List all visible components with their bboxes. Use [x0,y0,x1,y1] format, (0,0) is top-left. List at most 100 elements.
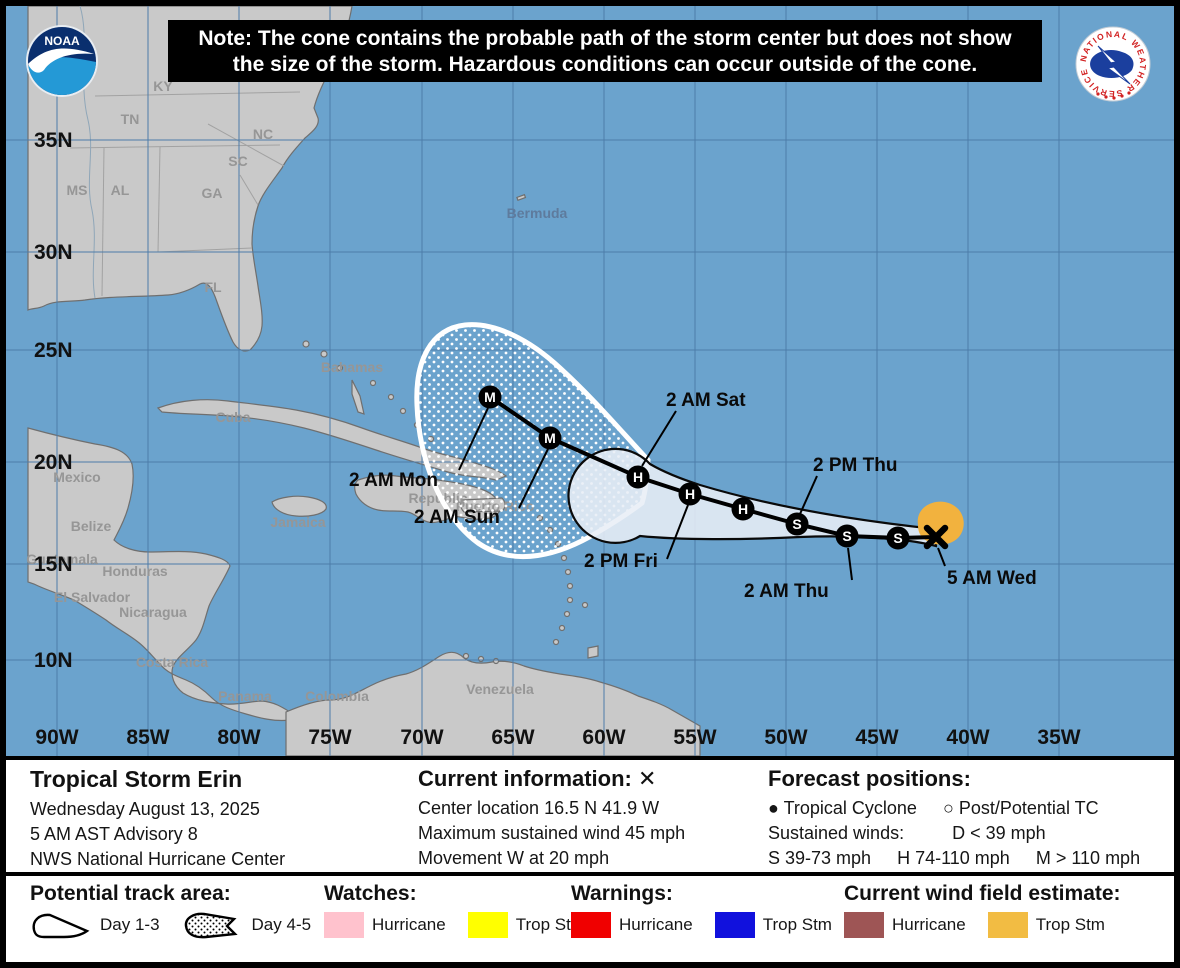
forecast-positions-legend: Forecast positions: ● Tropical Cyclone ○… [768,764,1168,871]
forecast-point-symbol: H [685,486,695,502]
svg-text:55W: 55W [673,726,716,749]
place-label-bahamas: Bahamas [321,359,383,375]
graticule [6,6,1174,756]
day45-cone-icon [184,912,238,939]
forecast-point-symbol: M [544,430,556,446]
place-label-sc: SC [228,153,247,169]
tropstm-watch-label: Trop Stm [515,915,585,934]
svg-text:40W: 40W [946,726,989,749]
bermuda-island [516,193,527,202]
svg-text:45W: 45W [855,726,898,749]
legend-panel: Potential track area: Day 1-3 Day 4-5 Wa… [6,876,1174,962]
svg-text:60W: 60W [582,726,625,749]
svg-text:90W: 90W [35,726,78,749]
note-line1: Note: The cone contains the probable pat… [198,27,1012,50]
place-label-belize: Belize [71,518,112,534]
hurricane-warning-swatch [571,912,611,938]
time-labels: 5 AM Wed 2 AM Thu 2 PM Thu 2 PM Fri 2 AM… [349,390,1037,602]
place-label-ga: GA [202,185,223,201]
storm-advisory: 5 AM AST Advisory 8 [30,824,198,844]
wind-category-s: S 39-73 mph [768,848,872,868]
forecast-point-symbol: S [842,528,851,544]
place-label-mexico: Mexico [53,469,100,485]
svg-text:35W: 35W [1037,726,1080,749]
central-america-landmass [27,427,291,722]
forecast-map: KY TN NC SC MS AL GA FL Bermuda Bahamas … [6,5,1174,757]
storm-summary: Tropical Storm Erin Wednesday August 13,… [30,764,410,872]
sustained-winds-label: Sustained winds: [768,823,905,843]
place-label-panama: Panama [218,688,272,704]
place-label-venezuela: Venezuela [466,681,534,697]
state-borders [69,5,301,299]
note-line2: the size of the storm. Hazardous conditi… [233,53,977,76]
svg-text:50W: 50W [764,726,807,749]
forecast-points: S S S H H H M M [478,385,910,550]
current-information: Current information: ✕ Center location 1… [418,764,763,871]
legend-track-area-title: Potential track area: [30,882,231,905]
legend-track-area: Potential track area: Day 1-3 Day 4-5 [30,880,325,942]
current-location: Center location 16.5 N 41.9 W [418,798,660,818]
legend-watches-title: Watches: [324,882,417,905]
note-box: Note: The cone contains the probable pat… [168,20,1042,82]
current-info-title: Current information: [418,766,632,791]
place-label-ms: MS [67,182,88,198]
place-label-guatemala: Guatemala [26,551,98,567]
svg-text:80W: 80W [217,726,260,749]
latitude-labels: 35N 30N 25N 20N 15N 10N [34,129,73,672]
forecast-point-symbol: S [893,530,902,546]
svg-text:30N: 30N [34,241,73,264]
day13-label: Day 1-3 [100,915,160,934]
svg-text:70W: 70W [400,726,443,749]
place-label-nc: NC [253,126,273,142]
legend-watches: Watches: Hurricane Trop Stm [324,880,599,942]
time-label: 2 AM Sun [414,507,500,528]
legend-windfield: Current wind field estimate: Hurricane T… [844,880,1121,942]
day45-label: Day 4-5 [251,915,312,934]
time-label: 2 AM Thu [744,581,829,602]
place-label-tn: TN [121,111,140,127]
hurricane-watch-swatch [324,912,364,938]
time-label: 2 PM Thu [813,455,897,476]
post-potential-circle-icon: ○ [942,798,954,818]
noaa-logo-text: NOAA [44,34,80,48]
longitude-labels: 90W 85W 80W 75W 70W 65W 60W 55W 50W 45W … [35,726,1080,749]
time-label-current: 5 AM Wed [947,568,1037,589]
hurricane-warning-label: Hurricane [619,915,693,934]
legend-warnings: Warnings: Hurricane Trop Stm [571,880,846,942]
svg-text:10N: 10N [34,649,73,672]
tropstm-windfield-label: Trop Stm [1035,915,1105,934]
place-label-el-salvador: El Salvador [54,589,131,605]
hurricane-watch-label: Hurricane [372,915,446,934]
forecast-point-symbol: H [633,469,643,485]
current-movement: Movement W at 20 mph [418,848,610,868]
place-label-honduras: Honduras [102,563,168,579]
storm-date: Wednesday August 13, 2025 [30,799,260,819]
tropical-cyclone-dot-icon: ● [768,798,779,818]
place-label-jamaica: Jamaica [270,514,325,530]
leader-lines [458,407,946,581]
tropstm-warning-swatch [714,912,755,938]
wind-category-h: H 74-110 mph [897,848,1010,868]
noaa-logo: NOAA [26,25,98,97]
hurricane-windfield-swatch [844,912,884,938]
place-label-colombia: Colombia [305,688,369,704]
place-label-fl: FL [204,279,222,295]
svg-text:85W: 85W [126,726,169,749]
forecast-positions-title: Forecast positions: [768,766,971,791]
current-position-marker-icon: ✕ [638,766,657,791]
svg-text:65W: 65W [491,726,534,749]
svg-text:75W: 75W [308,726,351,749]
current-wind: Maximum sustained wind 45 mph [418,823,686,843]
storm-title: Tropical Storm Erin [30,766,243,792]
forecast-point-symbol: S [792,516,801,532]
tropstm-windfield-swatch [987,912,1028,938]
nws-logo: NATIONAL WEATHER SERVICE [1075,26,1151,102]
wind-category-d: D < 39 mph [952,823,1046,843]
forecast-point-symbol: H [738,501,748,517]
time-label: 2 PM Fri [584,551,658,572]
wind-category-m: M > 110 mph [1035,848,1141,868]
place-label-bermuda: Bermuda [507,205,568,221]
cone-day13 [567,447,938,548]
place-label-al: AL [111,182,130,198]
